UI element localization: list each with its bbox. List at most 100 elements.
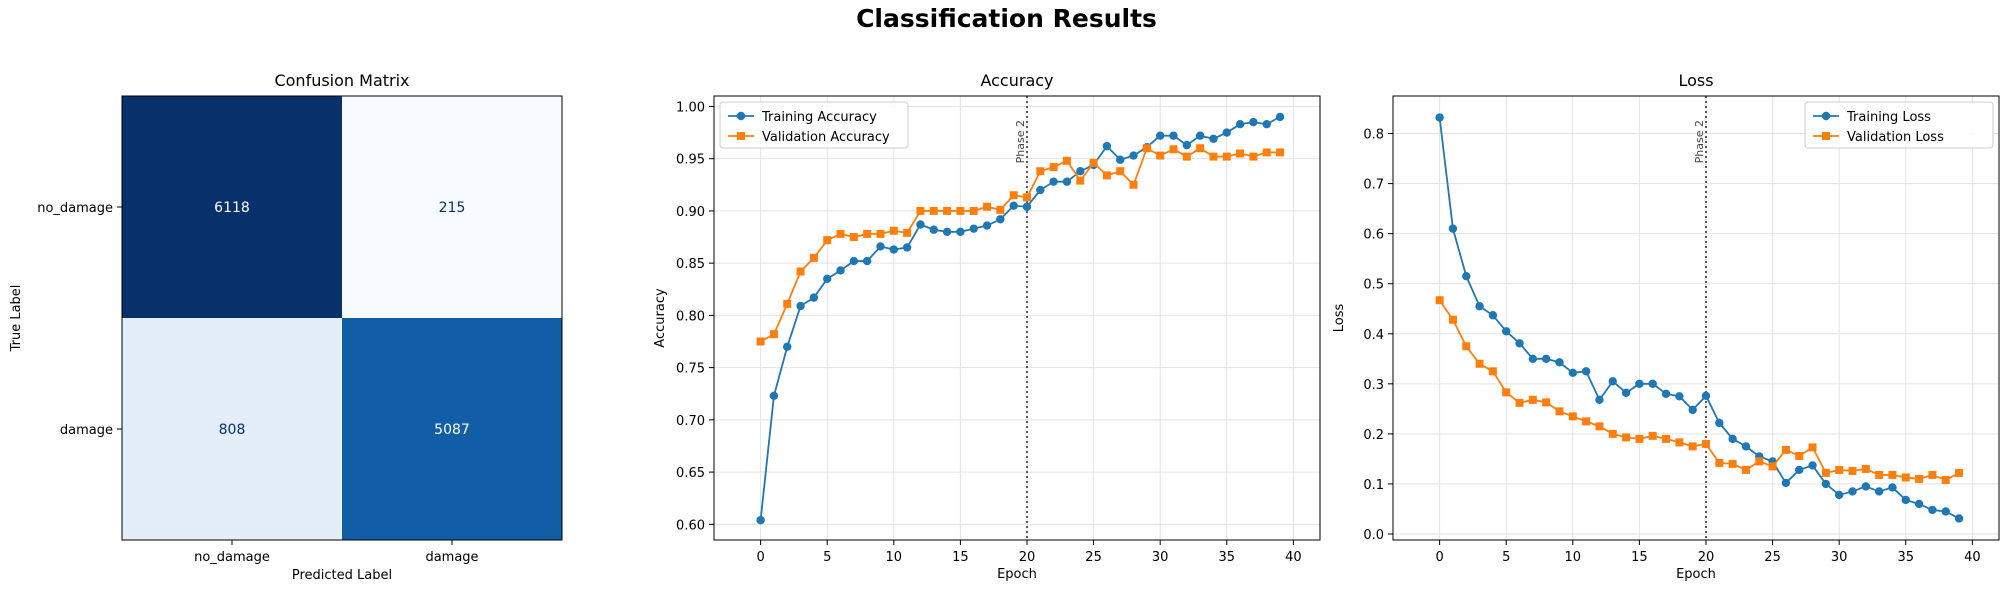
data-point bbox=[1834, 490, 1844, 500]
data-point bbox=[1222, 152, 1231, 161]
y-tick-label: 0.6 bbox=[1363, 228, 1384, 243]
data-point bbox=[942, 227, 952, 237]
matrix-cell bbox=[342, 96, 562, 318]
x-tick-label: 15 bbox=[1631, 550, 1648, 565]
data-point bbox=[1009, 201, 1018, 210]
data-point bbox=[1076, 176, 1085, 185]
data-point bbox=[1728, 459, 1737, 468]
data-point bbox=[956, 206, 965, 215]
data-point bbox=[1555, 407, 1564, 416]
legend-label: Validation Accuracy bbox=[762, 130, 890, 145]
x-tick-label: 30 bbox=[1152, 550, 1169, 565]
data-point bbox=[1062, 156, 1071, 165]
data-point bbox=[1036, 185, 1045, 195]
data-point bbox=[1275, 112, 1285, 122]
y-tick-label: 1.00 bbox=[676, 100, 705, 115]
phase-label: Phase 2 bbox=[1693, 120, 1706, 163]
data-point bbox=[1661, 389, 1671, 399]
data-point bbox=[1915, 474, 1924, 483]
y-tick-label: 0.80 bbox=[676, 309, 705, 324]
data-point bbox=[1276, 148, 1285, 157]
legend-box bbox=[719, 101, 909, 149]
legend-marker bbox=[737, 132, 745, 140]
data-point bbox=[1142, 144, 1151, 153]
x-tick-label: 0 bbox=[1435, 550, 1443, 565]
data-point bbox=[1102, 141, 1112, 151]
data-point bbox=[836, 229, 845, 238]
x-tick-label: 10 bbox=[1565, 550, 1582, 565]
data-point bbox=[1901, 473, 1910, 482]
data-point bbox=[823, 236, 832, 245]
data-point bbox=[1608, 377, 1617, 386]
y-tick-label: 0.7 bbox=[1363, 178, 1384, 193]
data-point bbox=[1502, 388, 1511, 397]
data-point bbox=[1169, 145, 1178, 154]
data-point bbox=[1049, 177, 1058, 186]
data-point bbox=[863, 229, 872, 238]
data-point bbox=[1542, 398, 1551, 407]
data-point bbox=[1435, 113, 1444, 122]
x-tick-label: 35 bbox=[1218, 550, 1235, 565]
data-point bbox=[1701, 391, 1711, 401]
data-point bbox=[1435, 296, 1444, 305]
data-point bbox=[783, 299, 792, 308]
y-tick-label: damage bbox=[60, 423, 113, 438]
x-tick-label: 30 bbox=[1831, 550, 1848, 565]
data-point bbox=[1928, 505, 1937, 515]
data-point bbox=[1795, 465, 1804, 475]
data-point bbox=[1914, 499, 1924, 509]
data-point bbox=[1156, 151, 1165, 160]
data-point bbox=[1635, 434, 1644, 443]
data-point bbox=[1648, 379, 1657, 389]
data-point bbox=[1781, 478, 1791, 488]
data-point bbox=[1582, 417, 1591, 426]
data-point bbox=[849, 233, 858, 242]
data-point bbox=[1875, 470, 1884, 479]
data-point bbox=[1808, 461, 1817, 470]
data-point bbox=[1568, 368, 1578, 378]
data-point bbox=[1129, 180, 1138, 189]
x-tick-label: 5 bbox=[1502, 550, 1510, 565]
data-point bbox=[1116, 155, 1125, 164]
matrix-cell bbox=[122, 318, 342, 540]
data-point bbox=[1209, 152, 1218, 161]
series-line bbox=[1438, 117, 1960, 520]
data-point bbox=[1568, 412, 1577, 421]
legend-marker bbox=[1821, 111, 1831, 121]
data-point bbox=[1169, 131, 1178, 140]
data-point bbox=[1781, 445, 1790, 454]
data-point bbox=[1235, 120, 1245, 129]
x-tick-label: 5 bbox=[823, 550, 831, 565]
data-point bbox=[1874, 487, 1884, 496]
x-tick-label: 10 bbox=[886, 550, 903, 565]
y-tick-label: 0.4 bbox=[1363, 328, 1384, 343]
y-tick-label: 0.70 bbox=[676, 414, 705, 429]
data-point bbox=[862, 256, 872, 266]
y-axis-label: Accuracy bbox=[653, 288, 668, 348]
y-tick-label: 0.65 bbox=[676, 466, 705, 481]
data-point bbox=[1688, 442, 1697, 451]
data-point bbox=[876, 229, 885, 238]
y-axis-label: Loss bbox=[1332, 304, 1347, 333]
legend-label: Training Loss bbox=[1846, 110, 1931, 125]
data-point bbox=[1515, 398, 1524, 407]
data-point bbox=[1701, 439, 1710, 448]
axes-frame bbox=[1392, 95, 2000, 541]
data-point bbox=[1462, 272, 1471, 281]
y-tick-label: 0.90 bbox=[676, 205, 705, 220]
data-point bbox=[1595, 395, 1604, 405]
data-point bbox=[1009, 191, 1018, 200]
matrix-cell bbox=[342, 318, 562, 540]
x-tick-label: 40 bbox=[1285, 550, 1302, 565]
data-point bbox=[903, 228, 912, 237]
x-tick-label: 25 bbox=[1764, 550, 1781, 565]
y-tick-label: 0.75 bbox=[676, 362, 705, 377]
data-point bbox=[809, 253, 818, 262]
data-point bbox=[1888, 470, 1897, 479]
data-point bbox=[1608, 429, 1617, 438]
data-point bbox=[916, 206, 925, 215]
data-point bbox=[889, 226, 898, 235]
y-tick-label: 0.5 bbox=[1363, 278, 1384, 293]
data-point bbox=[769, 330, 778, 339]
phase-label: Phase 2 bbox=[1014, 120, 1027, 163]
